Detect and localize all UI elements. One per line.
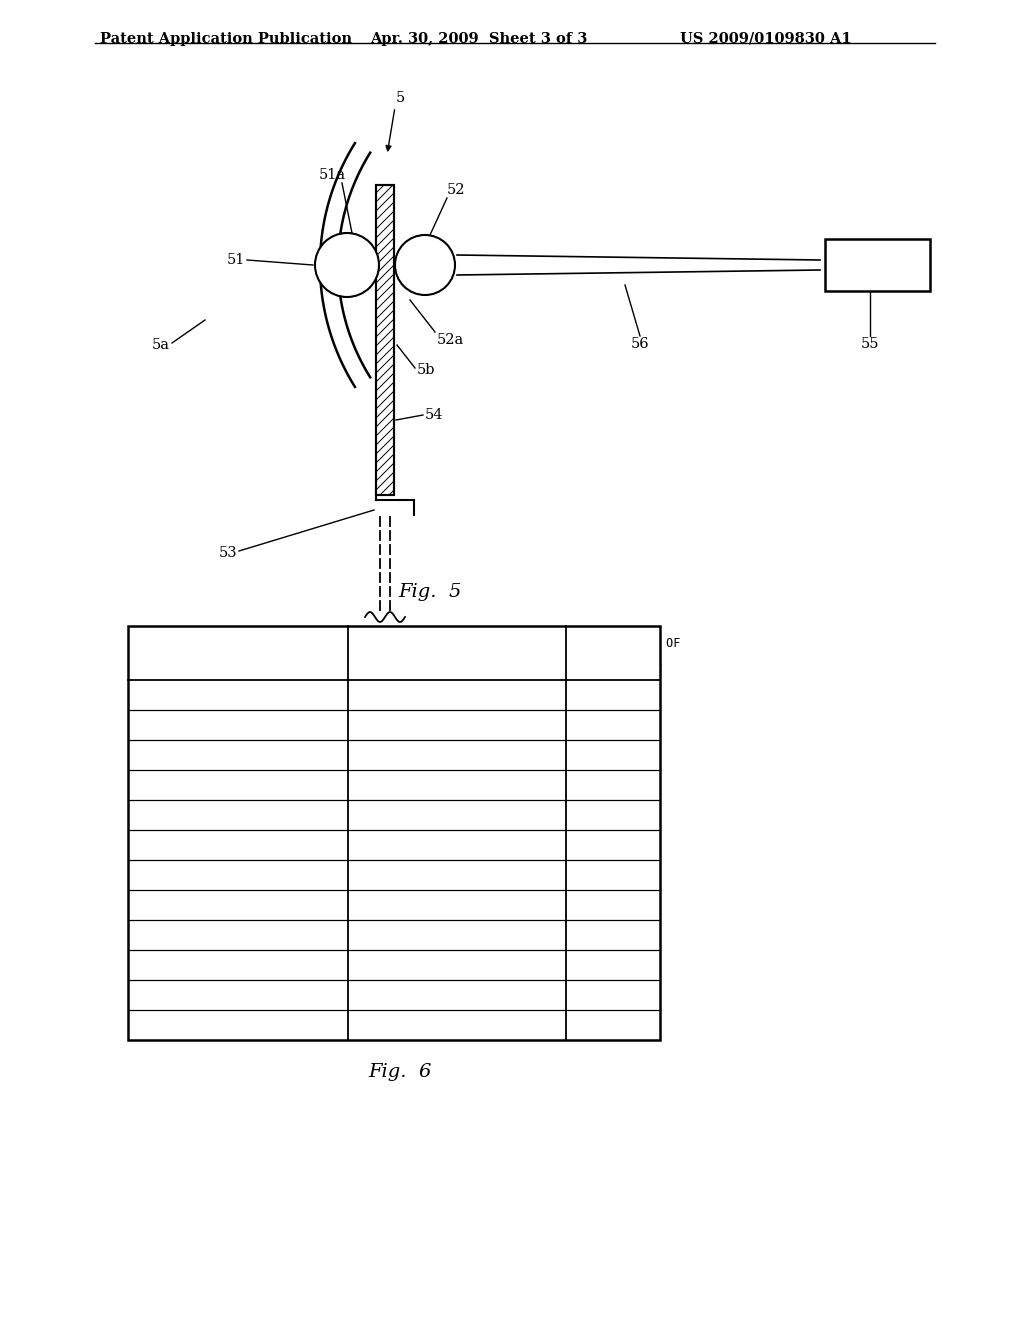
Text: 55: 55: [861, 337, 880, 351]
Text: COMPARATIVE EXAMPLE 5: COMPARATIVE EXAMPLE 5: [163, 989, 312, 1002]
Bar: [376, 185, 394, 495]
Text: E: E: [454, 779, 461, 792]
Text: 57: 57: [415, 663, 433, 676]
Text: G: G: [609, 838, 616, 851]
Text: M: M: [454, 989, 461, 1002]
Text: E: E: [454, 748, 461, 762]
Text: B: B: [454, 899, 461, 912]
Text: 53: 53: [218, 546, 237, 560]
Text: COMPARATIVE EXAMPLE 4: COMPARATIVE EXAMPLE 4: [163, 958, 312, 972]
Text: G: G: [454, 808, 461, 821]
Text: COMPARATIVE EXAMPLE 3: COMPARATIVE EXAMPLE 3: [163, 928, 312, 941]
Text: EXAMPLE 3: EXAMPLE 3: [206, 748, 270, 762]
Text: COMPARATIVE EXAMPLE 1: COMPARATIVE EXAMPLE 1: [163, 869, 312, 882]
Circle shape: [315, 234, 379, 297]
Text: 5: 5: [395, 91, 404, 106]
Text: E: E: [609, 748, 616, 762]
Text: G: G: [454, 718, 461, 731]
Text: EXAMPLE 5: EXAMPLE 5: [206, 808, 270, 821]
Text: M: M: [454, 1019, 461, 1031]
Text: E: E: [609, 689, 616, 701]
Text: Fig.  5: Fig. 5: [398, 583, 462, 601]
Text: B: B: [609, 928, 616, 941]
Text: E: E: [454, 689, 461, 701]
Text: COMPARATIVE EXAMPLE 6: COMPARATIVE EXAMPLE 6: [163, 1019, 312, 1031]
Bar: [825, 239, 930, 290]
Text: COMPARATIVE EXAMPLE 2: COMPARATIVE EXAMPLE 2: [163, 899, 312, 912]
Text: OUTLINE OF AUTOCOLLIMATOR: OUTLINE OF AUTOCOLLIMATOR: [368, 656, 546, 669]
Text: 51a: 51a: [318, 168, 345, 182]
Text: AUTOCOLLIMATOR: AUTOCOLLIMATOR: [563, 656, 663, 669]
Text: M: M: [609, 989, 616, 1002]
Text: B: B: [609, 958, 616, 972]
Text: US 2009/0109830 A1: US 2009/0109830 A1: [680, 32, 852, 46]
Text: EXAMPLE 1: EXAMPLE 1: [206, 689, 270, 701]
Text: EXAMPLE 2: EXAMPLE 2: [206, 718, 270, 731]
Text: B: B: [454, 869, 461, 882]
Text: B: B: [454, 958, 461, 972]
Bar: [128, 626, 660, 1040]
Text: EXAMPLE 4: EXAMPLE 4: [206, 779, 270, 792]
Text: G: G: [609, 808, 616, 821]
Bar: [376, 185, 394, 495]
Text: M: M: [609, 1019, 616, 1031]
Text: LASER BRIGHTNESS OF: LASER BRIGHTNESS OF: [546, 636, 681, 649]
Text: B: B: [454, 928, 461, 941]
Text: Fig.  6: Fig. 6: [369, 1063, 432, 1081]
Circle shape: [395, 235, 455, 294]
Text: Patent Application Publication: Patent Application Publication: [100, 32, 352, 46]
Text: LASER SPOT DIAMETER: LASER SPOT DIAMETER: [389, 636, 524, 649]
Text: 5a: 5a: [152, 338, 170, 352]
Text: 51: 51: [226, 253, 245, 267]
Text: B: B: [609, 869, 616, 882]
Text: 54: 54: [425, 408, 443, 422]
Text: B: B: [609, 899, 616, 912]
Text: 52: 52: [447, 183, 466, 197]
Text: 52a: 52a: [437, 333, 464, 347]
Text: E: E: [609, 718, 616, 731]
Text: G: G: [454, 838, 461, 851]
Text: 56: 56: [631, 337, 649, 351]
Text: E: E: [609, 779, 616, 792]
Text: Apr. 30, 2009  Sheet 3 of 3: Apr. 30, 2009 Sheet 3 of 3: [370, 32, 588, 46]
Text: 5b: 5b: [417, 363, 435, 378]
Text: EXAMPLE 6: EXAMPLE 6: [206, 838, 270, 851]
